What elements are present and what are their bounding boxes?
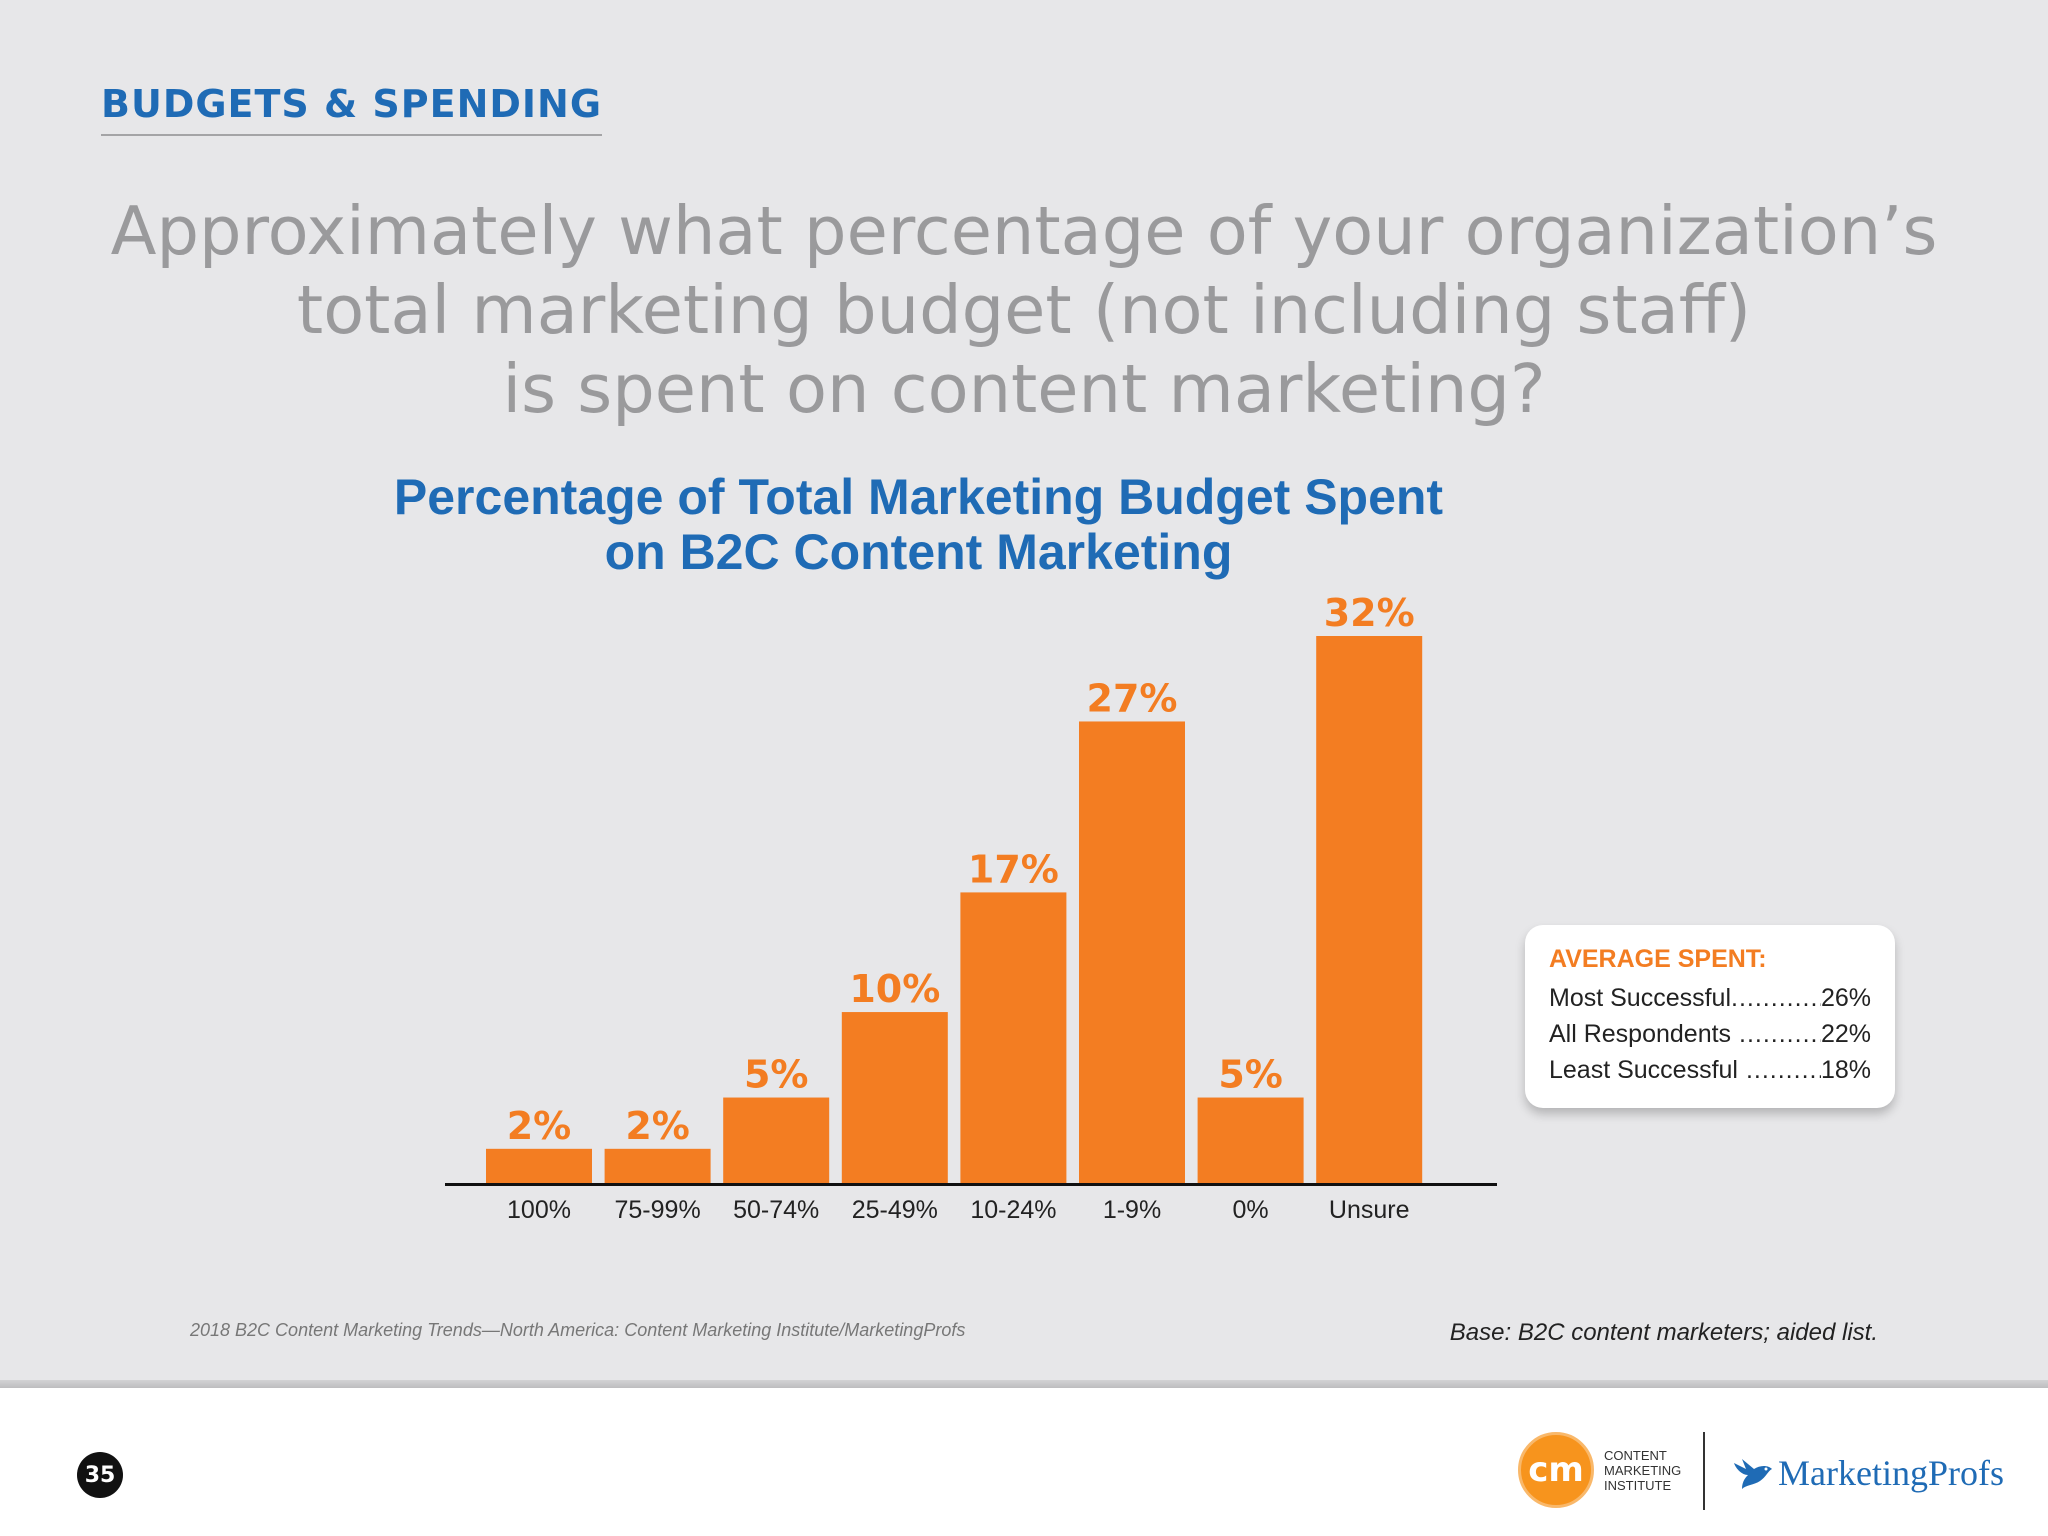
bar — [841, 1012, 948, 1183]
chart-title-line-2: on B2C Content Marketing — [604, 524, 1233, 580]
bar-chart: 2% 100% 2% 75-99% 5% 50-74% 10% 25-49% 17% 10-24%… — [445, 591, 1497, 1224]
x-tick-label: 10-24% — [970, 1196, 1056, 1224]
bar — [486, 1148, 592, 1183]
average-row-value: 22% — [1820, 1020, 1871, 1048]
average-row-most-successful: Most Successful ........................… — [1549, 980, 1871, 1016]
bar — [1316, 636, 1423, 1183]
bird-icon — [1734, 1459, 1772, 1489]
x-tick-label: 100% — [507, 1196, 571, 1224]
dot-leader: ................................... — [1739, 1020, 1821, 1048]
bar-value-label: 17% — [968, 847, 1059, 891]
cmi-logo-line-3: INSTITUTE — [1604, 1477, 1672, 1493]
question-line-1: Approximately what percentage of your or… — [110, 192, 1938, 270]
bar-value-label: 10% — [849, 967, 940, 1011]
average-row-value: 26% — [1820, 984, 1871, 1012]
bar-value-label: 27% — [1087, 676, 1178, 720]
average-row-label: All Respondents — [1549, 1020, 1732, 1048]
bar-value-label: 5% — [1218, 1053, 1283, 1097]
x-tick-label: 1-9% — [1103, 1196, 1161, 1224]
base-note: Base: B2C content marketers; aided list. — [1449, 1319, 1878, 1346]
dot-leader: .................................... — [1731, 984, 1821, 1012]
cmi-logo-text: CONTENT MARKETING INSTITUTE — [1604, 1448, 1681, 1493]
question-line-3: is spent on content marketing? — [502, 350, 1546, 428]
marketingprofs-logo: MarketingProfs — [1732, 1452, 2004, 1494]
average-row-value: 18% — [1820, 1056, 1871, 1084]
section-label: BUDGETS & SPENDING — [101, 82, 603, 136]
x-tick-label: 0% — [1233, 1196, 1269, 1224]
chart-title: Percentage of Total Marketing Budget Spe… — [300, 470, 1537, 580]
x-tick-label: 50-74% — [733, 1196, 819, 1224]
bar-value-label: 2% — [507, 1104, 572, 1148]
x-tick-label: 75-99% — [615, 1196, 701, 1224]
average-spent-box: AVERAGE SPENT: Most Successful .........… — [1525, 925, 1895, 1108]
cmi-logo-line-1: CONTENT — [1604, 1447, 1667, 1463]
average-row-label: Least Successful — [1549, 1056, 1738, 1084]
dot-leader: ................................... — [1745, 1056, 1821, 1084]
bar-value-label: 2% — [625, 1104, 690, 1148]
bar-value-label: 32% — [1324, 591, 1415, 635]
x-tick-label: Unsure — [1329, 1196, 1410, 1224]
cmi-logo: cm CONTENT MARKETING INSTITUTE — [1518, 1432, 1681, 1508]
bar — [604, 1148, 711, 1183]
marketingprofs-wordmark: MarketingProfs — [1778, 1453, 2004, 1493]
bar — [960, 892, 1067, 1183]
x-tick-label: 25-49% — [852, 1196, 938, 1224]
cmi-logo-line-2: MARKETING — [1604, 1462, 1682, 1478]
question-line-2: total marketing budget (not including st… — [296, 271, 1752, 349]
source-citation: 2018 B2C Content Marketing Trends—North … — [190, 1320, 966, 1340]
average-row-all-respondents: All Respondents ........................… — [1549, 1016, 1871, 1052]
logo-divider — [1703, 1432, 1705, 1510]
bar — [1079, 721, 1185, 1183]
average-row-label: Most Successful — [1549, 984, 1732, 1012]
bar-value-label: 5% — [744, 1053, 809, 1097]
chart-title-line-1: Percentage of Total Marketing Budget Spe… — [393, 469, 1444, 525]
page-number: 35 — [77, 1452, 123, 1498]
average-spent-title: AVERAGE SPENT: — [1549, 945, 1767, 973]
cmi-logo-mark: cm — [1518, 1432, 1594, 1508]
survey-question: Approximately what percentage of your or… — [60, 192, 1988, 429]
bar — [723, 1097, 830, 1183]
bar — [1197, 1097, 1304, 1183]
average-row-least-successful: Least Successful .......................… — [1549, 1052, 1871, 1088]
